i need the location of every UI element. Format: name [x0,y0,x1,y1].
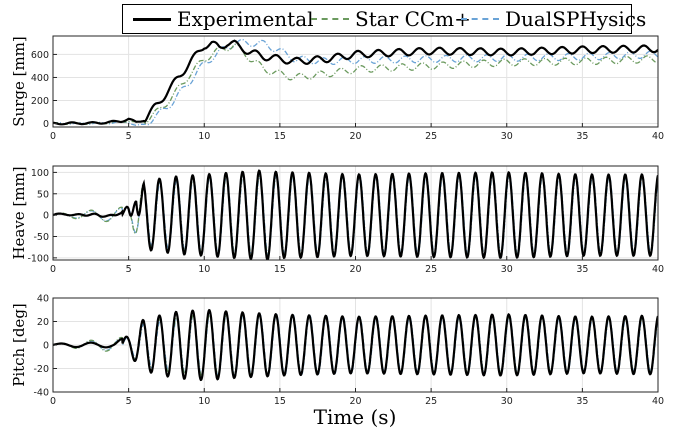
heave-xtick-label-5: 25 [425,264,437,275]
heave-ytick-label-0: -100 [27,253,49,264]
surge-xtick-label-8: 40 [652,131,664,142]
pitch-xtick-label-2: 10 [198,396,210,407]
pitch-xtick-label-7: 35 [576,396,588,407]
heave-xtick-label-0: 0 [50,264,56,275]
pitch-ytick-label-2: 0 [43,341,49,352]
pitch-xtick-label-4: 20 [349,396,361,407]
surge-series-dualsphysics [53,38,658,127]
pitch-xtick-label-6: 30 [501,396,513,407]
heave-series-experimental [53,169,658,260]
legend-label-starccm: Star CCm+ [355,7,471,31]
legend-item-dualsph: DualSPHysics [461,5,646,33]
legend-label-experimental: Experimental [177,7,314,31]
surge-ytick-label-1: 200 [31,96,49,107]
pitch-xtick-label-5: 25 [425,396,437,407]
surge-xtick-label-2: 10 [198,131,210,142]
surge-ytick-label-3: 600 [31,50,49,61]
heave-xtick-label-1: 5 [126,264,132,275]
heave-ytick-label-3: 50 [37,189,49,200]
pitch-xtick-label-0: 0 [50,396,56,407]
heave-ytick-label-4: 100 [31,168,49,179]
pitch-xtick-label-1: 5 [126,396,132,407]
surge-xtick-label-1: 5 [126,131,132,142]
pitch-ytick-label-4: 40 [37,294,49,305]
surge-xtick-label-4: 20 [349,131,361,142]
surge-ytick-label-2: 400 [31,73,49,84]
surge-series-experimental [53,39,658,126]
surge-series-star-ccm- [53,43,658,126]
heave-xtick-label-7: 35 [576,264,588,275]
surge-xtick-label-3: 15 [274,131,286,142]
heave-xtick-label-4: 20 [349,264,361,275]
surge-ylabel: Surge [mm] [10,36,28,127]
legend-swatch-experimental [133,17,171,21]
pitch-xtick-label-3: 15 [274,396,286,407]
surge-xtick-label-6: 30 [501,131,513,142]
pitch-series-experimental [53,308,658,382]
heave-xtick-label-8: 40 [652,264,664,275]
legend-item-starccm: Star CCm+ [311,5,471,33]
legend: Experimental Star CCm+ DualSPHysics [122,4,646,34]
legend-swatch-dualsph [461,18,499,20]
heave-xtick-label-2: 10 [198,264,210,275]
surge-xtick-label-7: 35 [576,131,588,142]
pitch-ytick-label-1: -20 [33,364,49,375]
legend-swatch-starccm [311,18,349,20]
pitch-ytick-label-0: -40 [33,388,49,399]
pitch-ytick-label-3: 20 [37,317,49,328]
x-axis-label: Time (s) [314,405,397,429]
legend-item-experimental: Experimental [133,5,314,33]
heave-ytick-label-1: -50 [33,232,49,243]
heave-xtick-label-3: 15 [274,264,286,275]
heave-xtick-label-6: 30 [501,264,513,275]
heave-ytick-label-2: 0 [43,211,49,222]
legend-label-dualsph: DualSPHysics [505,7,647,31]
heave-ylabel: Heave [mm] [10,166,28,259]
surge-xtick-label-5: 25 [425,131,437,142]
surge-ytick-label-0: 0 [43,119,49,130]
pitch-xtick-label-8: 40 [652,396,664,407]
surge-xtick-label-0: 0 [50,131,56,142]
pitch-ylabel: Pitch [deg] [10,303,28,387]
